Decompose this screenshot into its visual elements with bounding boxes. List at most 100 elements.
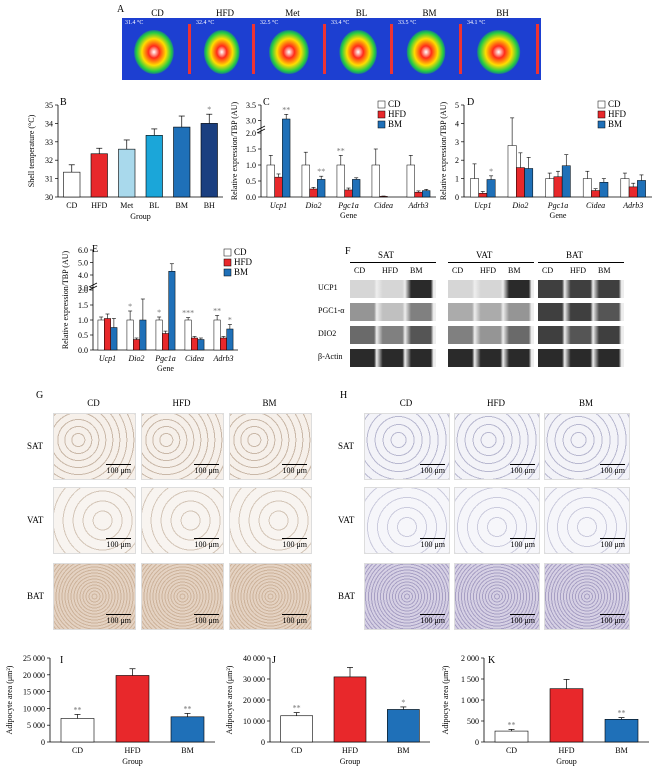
thermal-label-met: Met: [285, 8, 300, 18]
y-tick-label: 0.5: [246, 177, 256, 186]
sig-marker: **: [317, 167, 325, 176]
x-tick-label: CD: [291, 746, 302, 755]
y-tick-label: 3.5: [246, 101, 256, 110]
legend-label-bm: BM: [234, 267, 248, 277]
histology-tissue-label: VAT: [338, 515, 355, 525]
thermal-temp-met: 32.5 °C: [260, 20, 279, 26]
x-axis-label: Gene: [157, 364, 174, 373]
scale-bar: 100 μm: [420, 614, 445, 625]
sig-marker: **: [337, 146, 345, 155]
bar-cd-cidea: [371, 164, 380, 198]
bar-hfd-dio2: [133, 339, 140, 351]
panel-label-h: H: [340, 390, 348, 401]
thermal-image-bh: 34.1 °C: [464, 18, 541, 80]
thermal-temp-bl: 33.4 °C: [331, 20, 350, 26]
y-axis-label: Adipocyte area (μm²): [441, 665, 450, 734]
bar-hfd: [549, 688, 584, 743]
bar-met: [118, 148, 136, 198]
histology-image: 100 μm: [454, 413, 540, 480]
western-lane-label: BM: [508, 266, 521, 275]
x-tick-label: CD: [506, 746, 517, 755]
y-tick-label: 34: [45, 119, 53, 128]
bar-cd-dio2: [301, 164, 310, 198]
legend-label-hfd: HFD: [234, 257, 253, 267]
thermal-label-bl: BL: [355, 8, 368, 18]
panel-label-b: B: [60, 97, 67, 108]
thermal-label-bh: BH: [496, 8, 509, 18]
western-lane-label: CD: [354, 266, 366, 275]
thermal-image-hfd: 32.4 °C: [193, 18, 257, 80]
thermal-label-hfd: HFD: [215, 8, 234, 18]
bar-cd-dio2: [126, 319, 134, 351]
x-tick-label: Cidea: [374, 201, 393, 210]
y-tick-label: 10 000: [23, 704, 45, 713]
x-tick-label: Dio2: [511, 201, 528, 210]
western-lane-label: HFD: [382, 266, 399, 275]
panel-label-j: J: [272, 655, 276, 666]
sig-marker: **: [74, 705, 82, 714]
y-axis-label: Relative expression/TBP (AU): [61, 250, 70, 349]
y-tick-label: 40 000: [243, 654, 265, 663]
scale-bar: 100 μm: [106, 464, 131, 475]
histology-image: 100 μm: [229, 413, 312, 480]
y-tick-label: 1.0: [246, 161, 256, 170]
western-protein-label: DIO2: [318, 329, 337, 338]
chart-b-shell-temperature: 30 31 32 33 34 35 CD HFD Met BL BM * BH Group Shell te…: [27, 101, 223, 221]
panel-label-c: C: [263, 97, 270, 108]
bar-cd-cidea: [184, 319, 192, 351]
thermal-image-met: 32.5 °C: [257, 18, 328, 80]
y-axis-label: Adipocyte area (μm²): [225, 665, 234, 734]
y-tick-label: 4.0: [78, 271, 88, 280]
thermal-label-bm: BM: [422, 8, 437, 18]
western-tissue-bat: BAT: [566, 250, 584, 260]
western-lane-label: CD: [452, 266, 464, 275]
y-tick-label: 32: [45, 156, 53, 165]
scale-bar: 100 μm: [600, 464, 625, 475]
panel-label-d: D: [467, 97, 475, 108]
y-tick-label: 3: [455, 138, 459, 147]
bar-hfd-adrb3: [220, 337, 227, 351]
sig-marker: *: [401, 698, 405, 707]
sig-marker: **: [618, 709, 626, 718]
western-tissue-line: [538, 262, 624, 263]
x-tick-label: BM: [176, 201, 188, 210]
x-tick-label: Cidea: [586, 201, 605, 210]
x-tick-label: HFD: [124, 746, 140, 755]
histology-image: 100 μm: [364, 413, 450, 480]
x-tick-label: CD: [66, 201, 77, 210]
y-tick-label: 2 000: [461, 654, 479, 663]
y-tick-label: 30: [45, 193, 53, 202]
thermal-image-bl: 33.4 °C: [328, 18, 395, 80]
y-tick-label: 0: [455, 193, 459, 202]
bar-hfd-dio2: [516, 167, 525, 198]
histology-group-label: BM: [578, 398, 593, 408]
x-axis-label: Group: [130, 212, 150, 221]
legend-swatch-bm: [223, 268, 232, 277]
x-axis-label: Gene: [340, 211, 357, 220]
sig-marker: **: [184, 704, 192, 713]
chart-k-adipocyte-area: 0 500 1 000 1 500 2 000 ** CD HFD ** BM Group Adipo…: [441, 654, 649, 766]
y-tick-label: 15 000: [23, 688, 45, 697]
y-tick-label: 25 000: [23, 654, 45, 663]
bar-hfd-cidea: [591, 190, 600, 198]
legend-label-cd: CD: [608, 99, 621, 109]
histology-image: 100 μm: [141, 563, 224, 630]
y-tick-label: 20 000: [23, 671, 45, 680]
y-tick-label: 0.5: [78, 331, 88, 340]
histology-tissue-label: SAT: [27, 441, 44, 451]
western-band-strip: [350, 280, 436, 298]
y-tick-label: 2.0: [246, 129, 256, 138]
sig-marker: **: [282, 105, 290, 114]
histology-image: 100 μm: [454, 487, 540, 554]
western-band-strip: [538, 326, 624, 344]
y-tick-label: 1 000: [461, 696, 479, 705]
western-lane-label: BM: [598, 266, 611, 275]
bar-hfd-dio2: [309, 188, 318, 198]
scale-bar: 100 μm: [600, 538, 625, 549]
axis-break: [88, 285, 98, 291]
x-tick-label: HFD: [91, 201, 107, 210]
bar-hfd: [115, 675, 150, 743]
bar-cd-ucp1: [97, 319, 105, 351]
x-tick-label: Ucp1: [99, 354, 116, 363]
bar-hfd-adrb3: [414, 191, 423, 198]
